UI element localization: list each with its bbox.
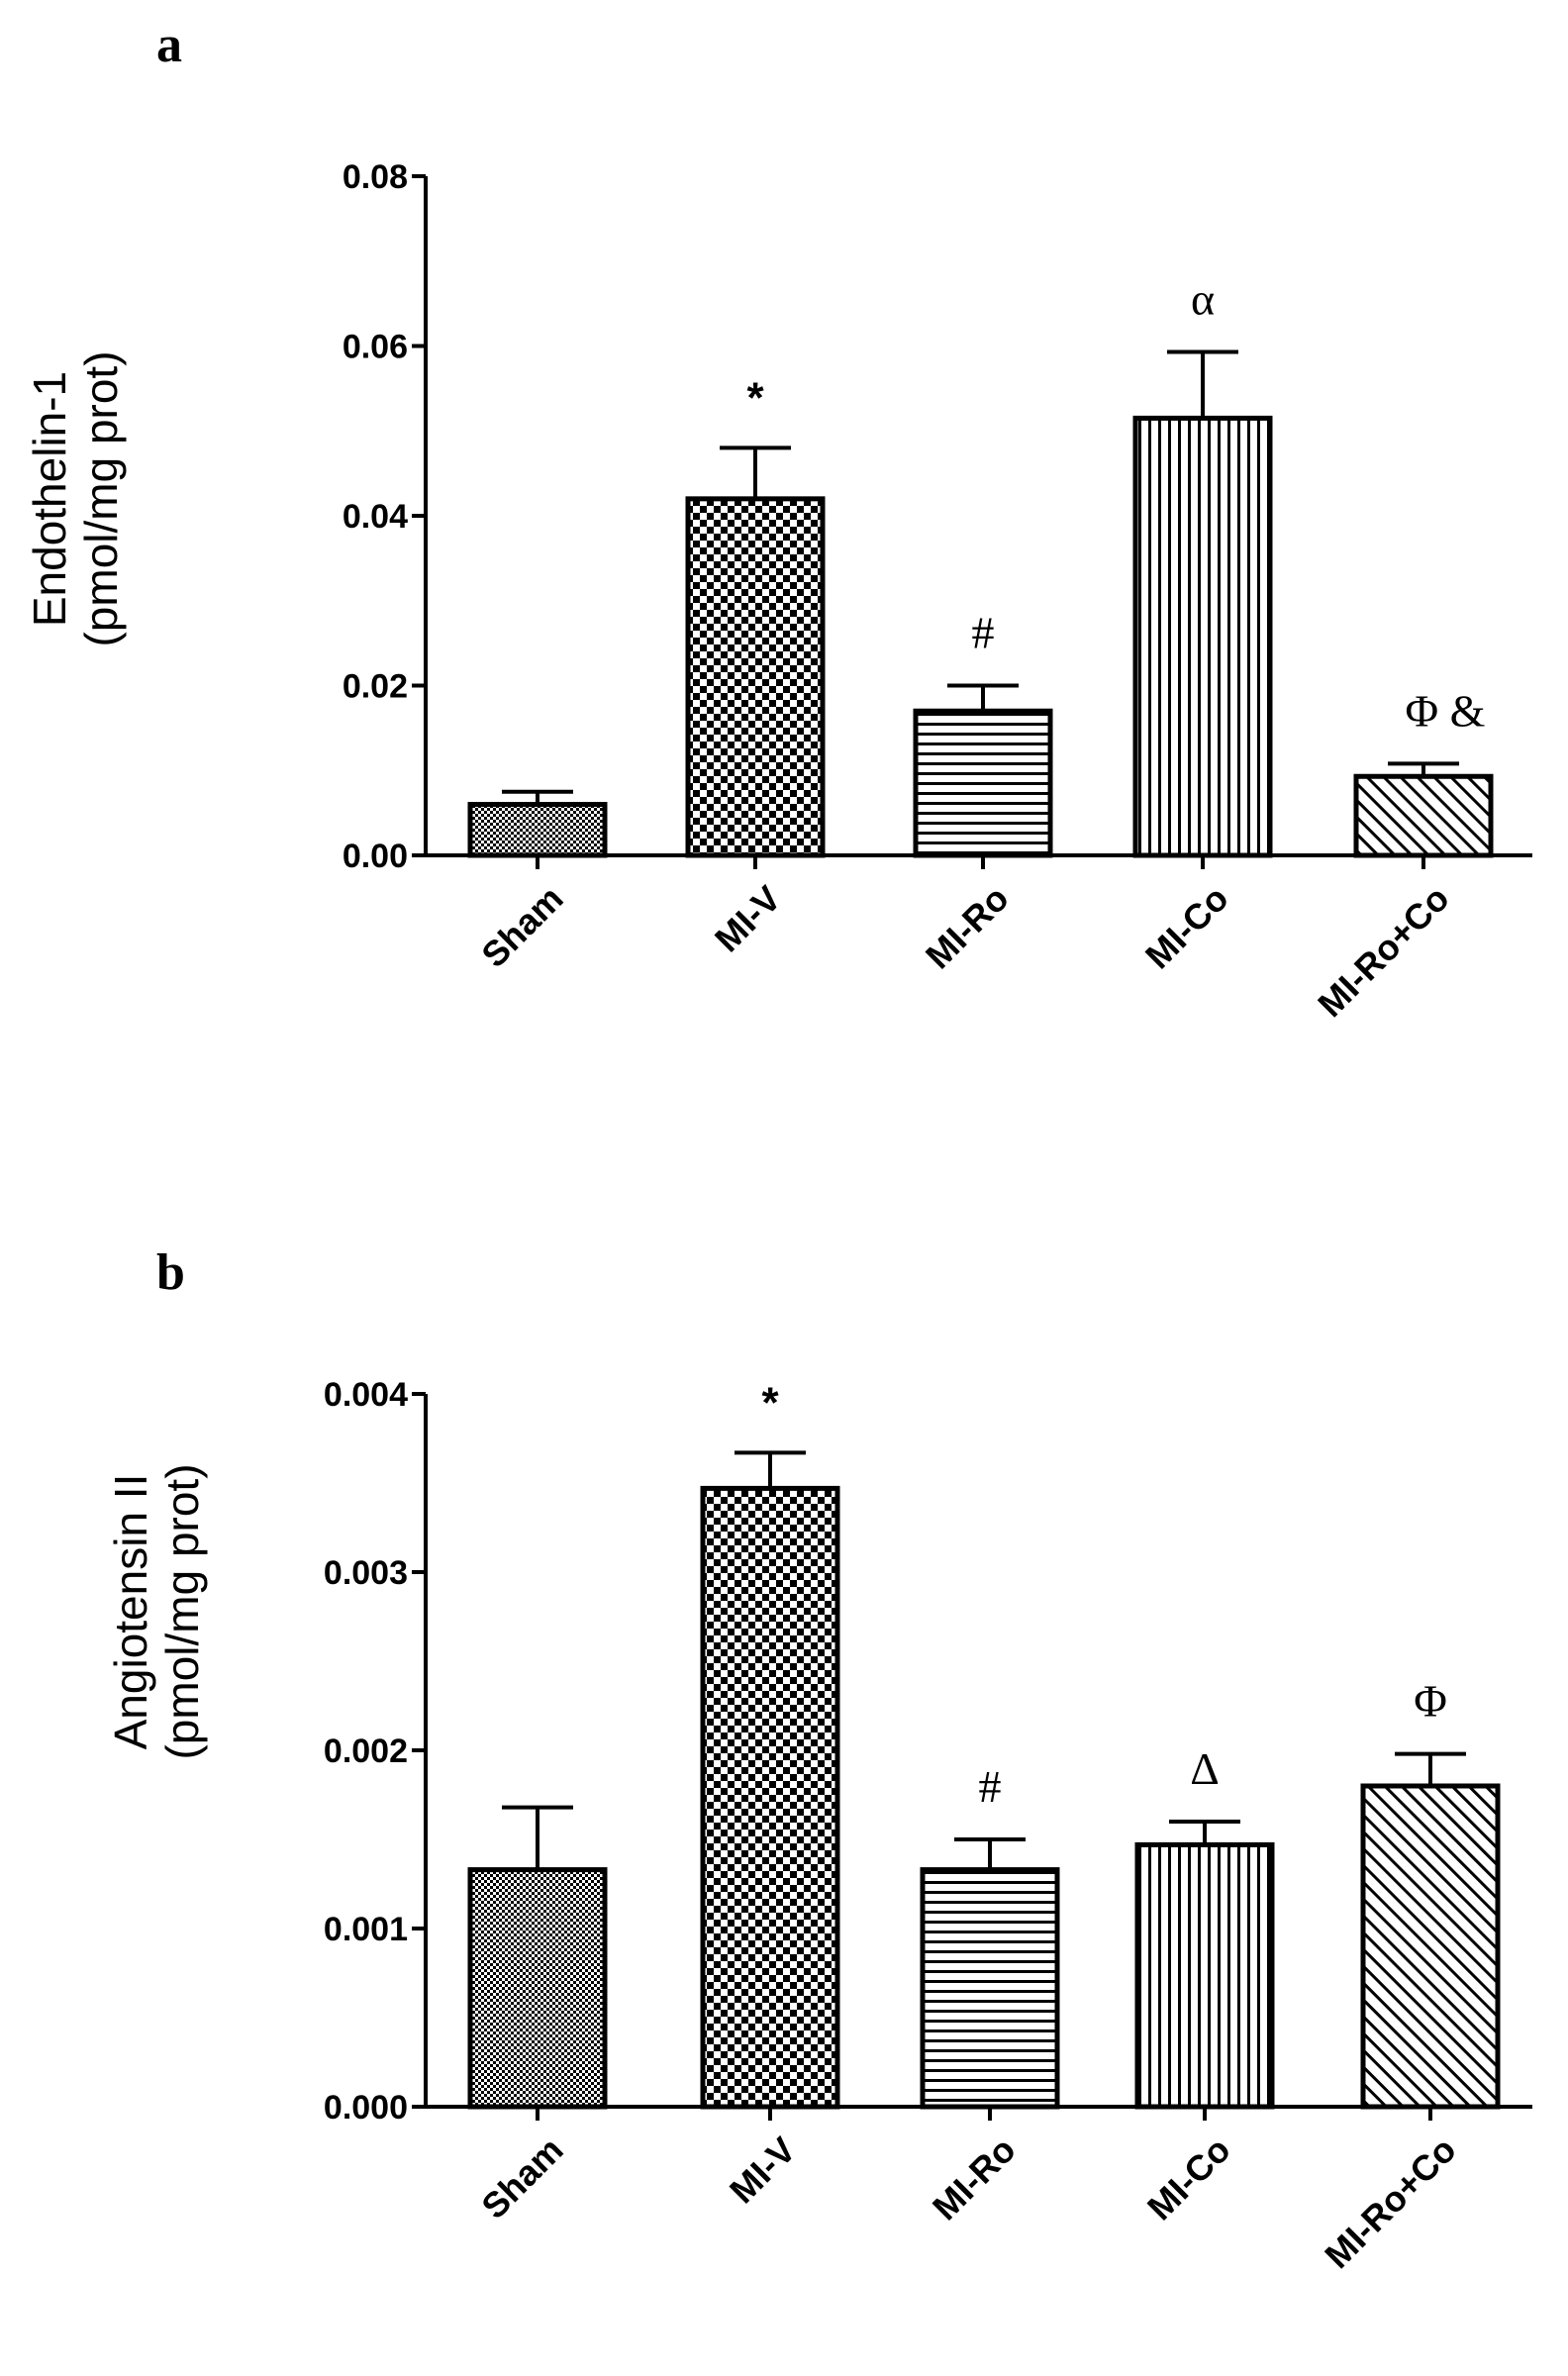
panel-a-ylabel-title: Endothelin-1	[24, 371, 75, 627]
panel-a-category-label: MI-Co	[1137, 878, 1236, 977]
panel-a-y-tick-label: 0.08	[343, 158, 408, 196]
panel-b-significance-marker: Φ	[1414, 1676, 1447, 1727]
panel-b-bar-mi-ro	[920, 1867, 1060, 2110]
panel-b-bar-sham	[467, 1867, 608, 2110]
panel-b-ylabel: Angiotensin II (pmol/mg prot)	[105, 1463, 208, 1759]
panel-b-significance-marker: Δ	[1190, 1743, 1220, 1794]
panel-a-ylabel-unit: (pmol/mg prot)	[75, 350, 127, 646]
panel-a-bar-mi-ro-co	[1353, 773, 1494, 858]
panel-a-y-tick-label: 0.04	[343, 498, 408, 536]
panel-b-y-tick-label: 0.002	[324, 1732, 408, 1770]
panel-a-significance-marker: Φ &	[1406, 685, 1486, 736]
panel-a-significance-marker: *	[746, 373, 764, 422]
panel-b-plot: 0.000 0.001 0.002 0.003 0.004 Sham MI-V * MI-Ro #…	[324, 1376, 1532, 2276]
panel-a-letter: a	[156, 17, 182, 73]
panel-b-letter: b	[156, 1244, 185, 1301]
panel-a-bar-sham	[467, 802, 608, 858]
panel-a-category-label: MI-Ro	[918, 878, 1017, 977]
panel-b-y-tick-label: 0.004	[324, 1376, 408, 1414]
panel-a-significance-marker: #	[972, 608, 995, 658]
panel-b-category-label: MI-Co	[1139, 2129, 1238, 2228]
panel-b-bar-mi-co	[1134, 1841, 1275, 2110]
panel-b-category-label: MI-Ro+Co	[1317, 2129, 1463, 2276]
panel-b-category-label: Sham	[473, 2129, 570, 2227]
panel-b-ylabel-title: Angiotensin II	[105, 1474, 156, 1750]
panel-a-bar-mi-ro	[913, 708, 1053, 858]
panel-b-bar-mi-ro-co	[1360, 1783, 1501, 2110]
panel-b-significance-marker: *	[761, 1378, 779, 1427]
panel-a-category-label: MI-Ro+Co	[1310, 878, 1456, 1025]
panel-b-y-tick-label: 0.000	[324, 2089, 408, 2127]
panel-a-category-label: MI-V	[707, 878, 789, 960]
panel-a-y-tick-label: 0.00	[343, 838, 408, 875]
panel-a-y-tick-label: 0.06	[343, 329, 408, 366]
panel-a-bar-mi-v	[685, 496, 826, 858]
panel-b: b Angiotensin II (pmol/mg prot) 0.0000.0…	[105, 1244, 1532, 2276]
panel-b-significance-marker: #	[979, 1761, 1002, 1812]
panel-b-category-label: MI-Ro	[925, 2129, 1024, 2228]
panel-b-bar-mi-v	[700, 1485, 840, 2110]
panel-b-ylabel-unit: (pmol/mg prot)	[156, 1463, 208, 1759]
panel-a-ylabel: Endothelin-1 (pmol/mg prot)	[24, 350, 127, 646]
panel-a-significance-marker: α	[1191, 274, 1215, 325]
panel-a-plot: 0.00 0.02 0.04 0.06 0.08 Sham MI-V * MI-Ro # MI-Co…	[343, 158, 1532, 1025]
panel-b-y-tick-label: 0.003	[324, 1554, 408, 1592]
panel-a: a Endothelin-1 (pmol/mg prot) 0.000.020.…	[24, 17, 1532, 1025]
panel-b-y-tick-label: 0.001	[324, 1911, 408, 1948]
panel-b-category-label: MI-V	[722, 2129, 804, 2212]
panel-a-category-label: Sham	[473, 878, 570, 975]
panel-a-y-tick-label: 0.02	[343, 668, 408, 706]
panel-a-bar-mi-co	[1132, 415, 1273, 858]
